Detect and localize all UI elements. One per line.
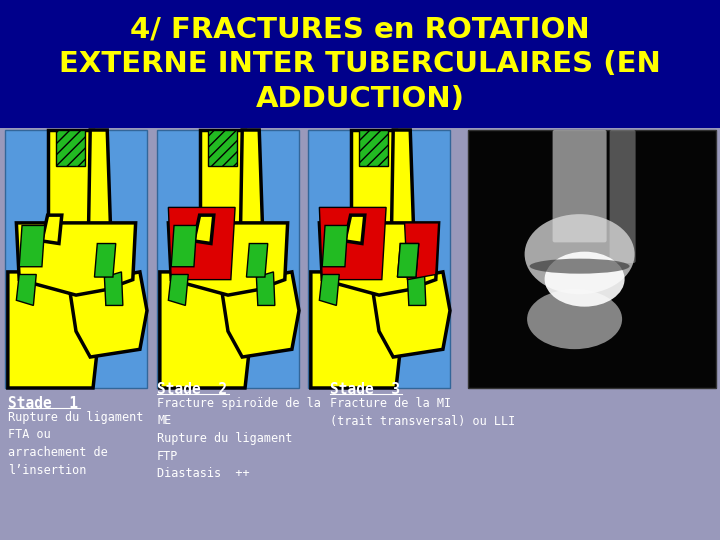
Polygon shape [19, 226, 45, 267]
Polygon shape [17, 223, 135, 295]
Text: Fracture de la MI
(trait transversal) ou LLI: Fracture de la MI (trait transversal) ou… [330, 397, 516, 428]
Polygon shape [246, 244, 268, 277]
Polygon shape [94, 244, 116, 277]
Polygon shape [405, 223, 438, 280]
Polygon shape [48, 130, 93, 228]
Polygon shape [397, 244, 419, 277]
Text: Rupture du ligament
FTA ou
arrachement de
l’insertion: Rupture du ligament FTA ou arrachement d… [8, 411, 143, 476]
Bar [468, 130, 716, 388]
Polygon shape [56, 130, 84, 166]
Polygon shape [372, 272, 450, 357]
Polygon shape [320, 207, 386, 280]
Text: 4/ FRACTURES en ROTATION
EXTERNE INTER TUBERCULAIRES (EN
ADDUCTION): 4/ FRACTURES en ROTATION EXTERNE INTER T… [59, 16, 661, 113]
Ellipse shape [530, 259, 629, 274]
Bar [157, 130, 299, 388]
Polygon shape [359, 130, 387, 166]
Polygon shape [171, 226, 197, 267]
Polygon shape [320, 223, 438, 295]
Bar [5, 130, 147, 388]
Bar [308, 130, 450, 388]
Text: Stade  3: Stade 3 [330, 382, 400, 397]
Polygon shape [311, 272, 400, 388]
Polygon shape [69, 272, 147, 357]
Polygon shape [104, 272, 123, 306]
FancyBboxPatch shape [553, 130, 606, 242]
Bar [0, 0, 720, 128]
Polygon shape [345, 215, 365, 244]
Text: Stade  2: Stade 2 [157, 382, 227, 397]
Polygon shape [391, 130, 414, 249]
Polygon shape [168, 274, 188, 306]
Polygon shape [160, 272, 249, 388]
Text: Fracture spiroïde de la
ME
Rupture du ligament
FTP
Diastasis  ++: Fracture spiroïde de la ME Rupture du li… [157, 397, 321, 480]
Ellipse shape [527, 289, 622, 349]
Polygon shape [208, 130, 236, 166]
Polygon shape [221, 272, 299, 357]
Polygon shape [323, 226, 348, 267]
Polygon shape [240, 130, 264, 249]
Polygon shape [168, 207, 235, 280]
Polygon shape [397, 244, 419, 277]
Ellipse shape [525, 214, 634, 294]
Text: Stade  1: Stade 1 [8, 396, 78, 411]
Polygon shape [42, 215, 62, 244]
Polygon shape [17, 274, 36, 306]
Polygon shape [199, 130, 245, 228]
Polygon shape [194, 215, 214, 244]
FancyBboxPatch shape [610, 130, 636, 263]
Polygon shape [408, 272, 426, 306]
Polygon shape [351, 130, 396, 228]
Polygon shape [168, 223, 288, 295]
Polygon shape [320, 274, 339, 306]
Bar [0, 128, 720, 540]
Ellipse shape [544, 252, 625, 307]
Polygon shape [89, 130, 111, 249]
Polygon shape [256, 272, 275, 306]
Polygon shape [8, 272, 97, 388]
